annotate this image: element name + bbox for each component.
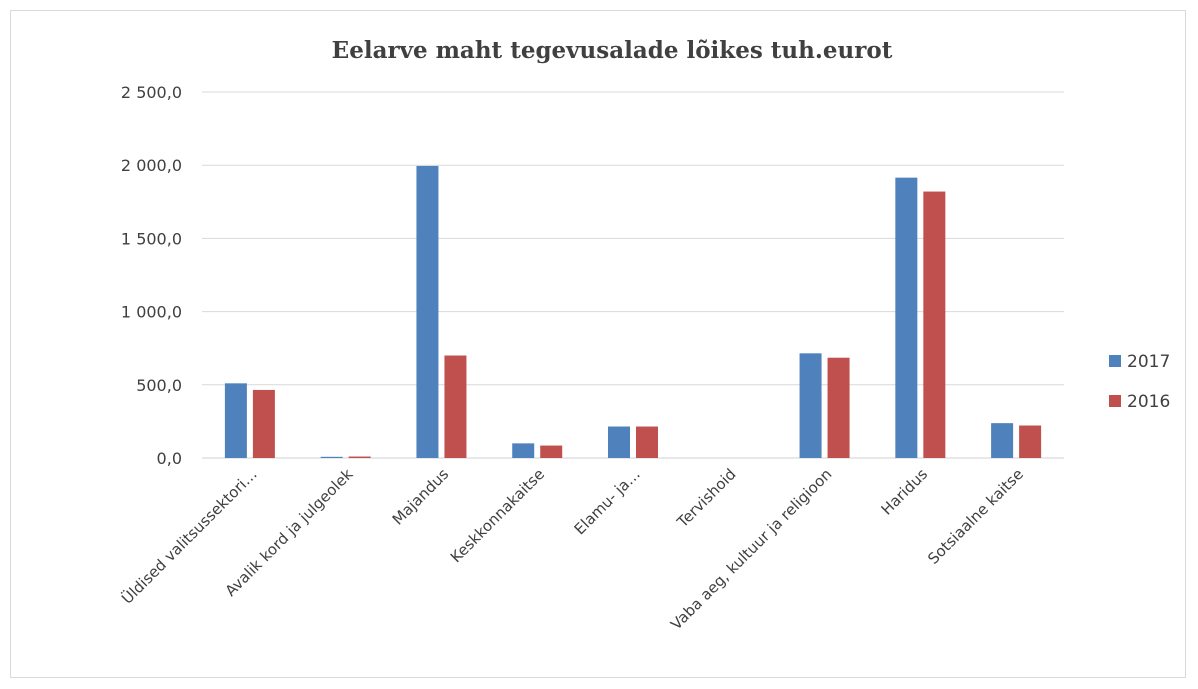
bar-2016 [348,456,371,458]
y-tick-label: 2 500,0 [121,83,182,102]
x-tick-label: Haridus [878,465,932,519]
legend: 2017 2016 [1109,352,1170,412]
bar-2016 [444,355,467,458]
x-tick-label: Tervishoid [673,465,740,532]
y-tick-label: 500,0 [136,376,182,395]
y-axis-ticks: 0,0 500,0 1 000,0 1 500,0 2 000,0 2 500,0 [121,83,182,468]
legend-swatch [1109,395,1121,407]
x-tick-label: Sotsiaalne kaitse [924,465,1027,568]
bar-2017 [416,165,439,458]
y-tick-label: 1 000,0 [121,303,182,322]
chart-title: Eelarve maht tegevusalade lõikes tuh.eur… [332,37,893,64]
x-tick-label: Elamu- ja… [571,465,644,538]
x-tick-label: Majandus [389,465,453,529]
legend-label: 2016 [1127,392,1170,412]
y-tick-label: 0,0 [157,449,182,468]
bar-2016 [827,357,850,458]
bar-2016 [636,426,658,458]
bar-2016 [252,389,275,458]
bar-2017 [895,177,918,459]
bar-2016 [540,445,563,458]
legend-swatch [1109,355,1121,367]
bar-2017 [799,353,822,458]
bar-2017 [224,383,247,458]
bar-2016 [923,191,946,458]
x-axis-ticks: Üldised valitsussektori…Avalik kord ja j… [117,464,1027,633]
x-tick-label: Keskkonnakaitse [447,465,548,566]
x-tick-label: Vaba aeg, kultuur ja religioon [667,465,835,633]
legend-label: 2017 [1127,352,1170,372]
bars [224,165,1042,459]
bar-2017 [608,426,630,458]
bar-2016 [1019,425,1042,458]
gridlines [202,91,1064,459]
y-tick-label: 1 500,0 [121,229,182,248]
y-tick-label: 2 000,0 [121,156,182,175]
chart-frame [10,10,1186,678]
bar-2017 [320,456,343,458]
bar-2017 [512,443,535,458]
bar-2017 [991,423,1014,458]
